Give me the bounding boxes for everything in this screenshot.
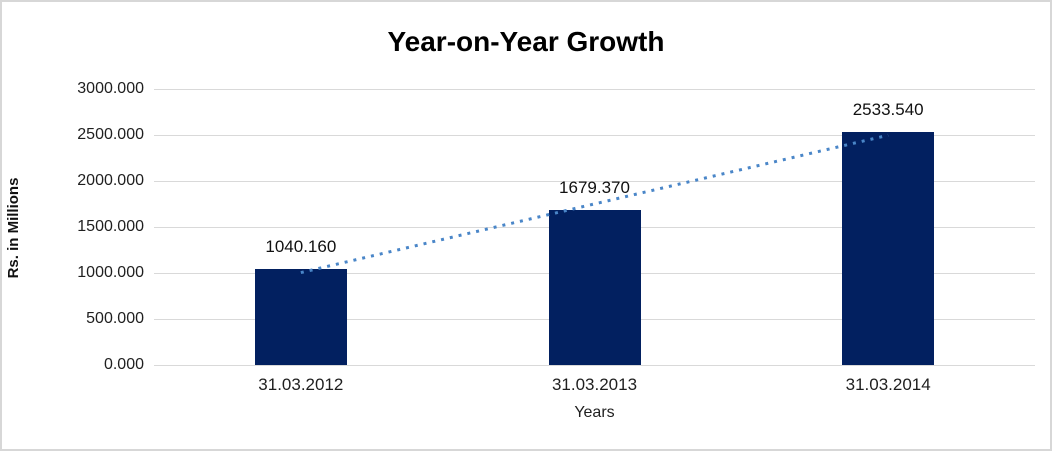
bar-data-label: 2533.540 — [852, 99, 924, 119]
chart-title: Year-on-Year Growth — [387, 26, 665, 57]
y-tick-label: 1000.000 — [77, 264, 144, 281]
bar — [254, 269, 347, 365]
y-tick-label: 500.000 — [86, 310, 144, 327]
y-tick-label: 3000.000 — [77, 80, 144, 97]
y-tick-label: 2500.000 — [77, 126, 144, 143]
bar-data-label: 1679.370 — [559, 178, 630, 198]
y-gridline — [154, 88, 1035, 90]
x-axis-title: Years — [574, 404, 615, 421]
x-category-label: 31.03.2014 — [845, 375, 931, 394]
y-tick-label: 2000.000 — [77, 172, 144, 189]
x-category-label: 31.03.2013 — [551, 375, 638, 394]
bar — [548, 210, 641, 365]
x-category-label: 31.03.2012 — [258, 375, 344, 394]
bar-data-label: 1040.160 — [265, 237, 337, 257]
bar — [842, 131, 935, 365]
y-gridline — [154, 364, 1035, 366]
y-tick-label: 0.000 — [103, 356, 144, 373]
y-tick-label: 1500.000 — [77, 218, 144, 235]
